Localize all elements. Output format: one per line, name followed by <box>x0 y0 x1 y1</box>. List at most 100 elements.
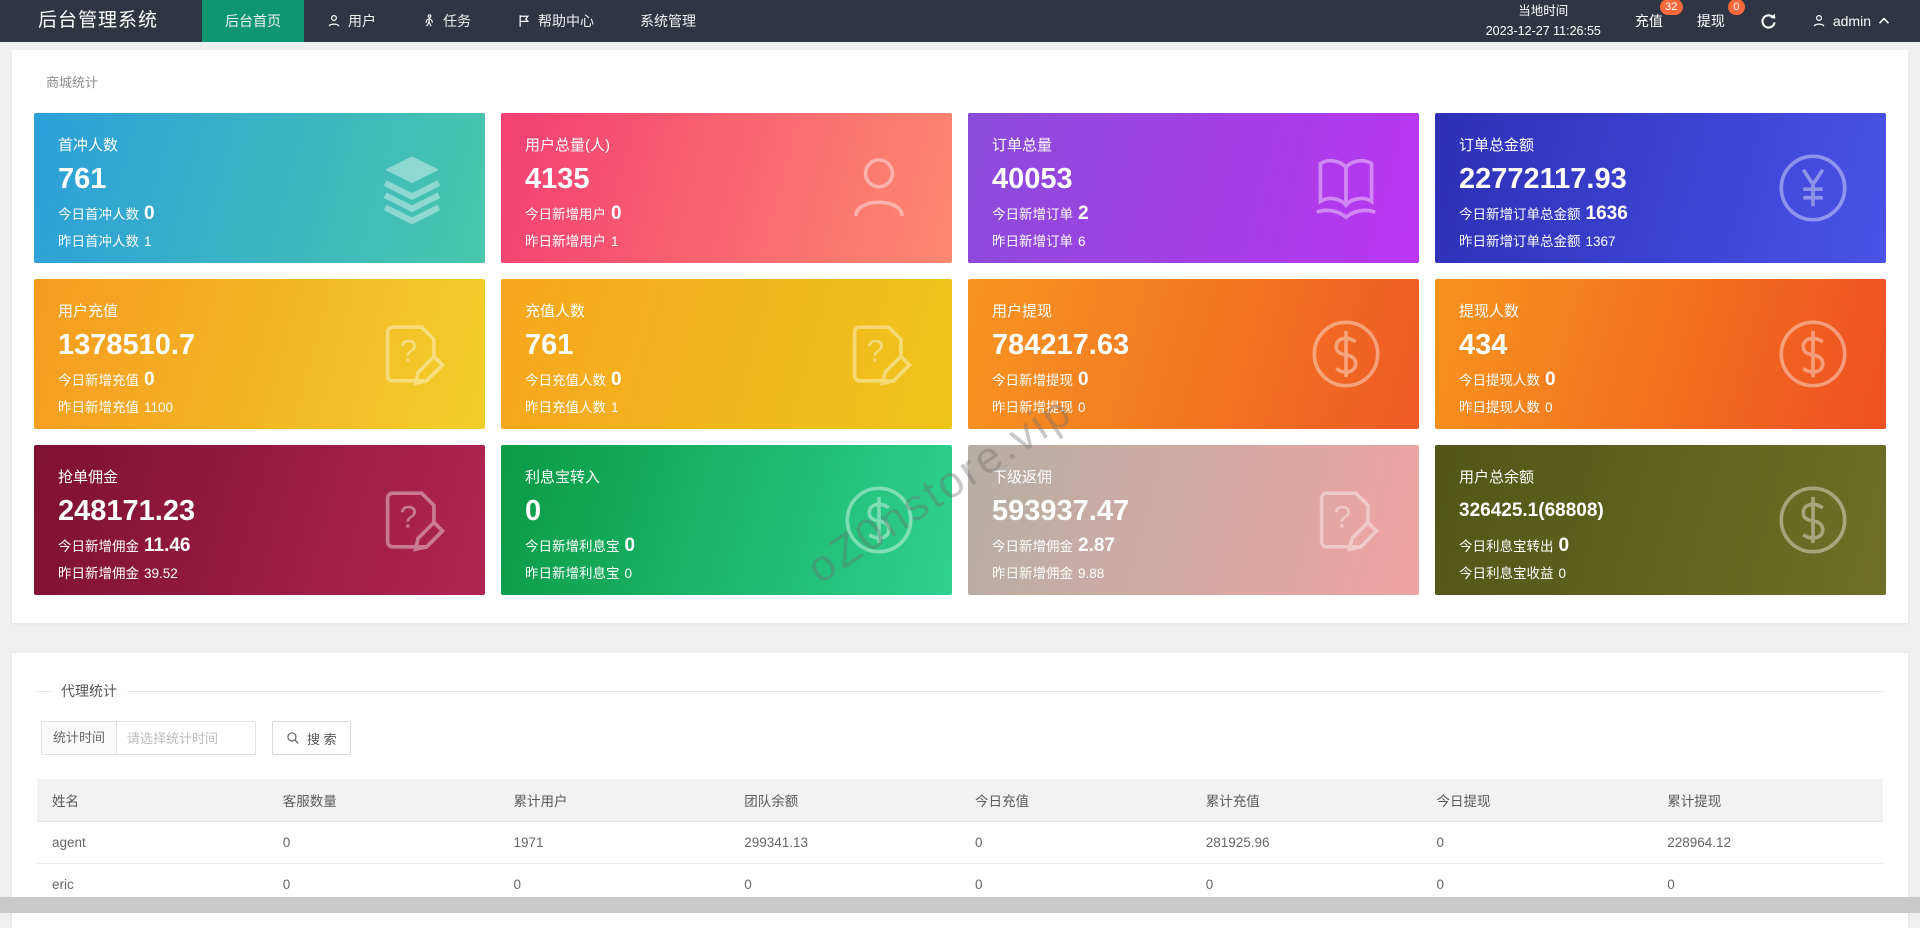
card-yesterday-line: 昨日新增用户 1 <box>525 230 928 250</box>
refresh-icon[interactable] <box>1759 12 1778 31</box>
nav-item-users[interactable]: 用户 <box>304 0 399 42</box>
table-row: agent 0 1971 299341.13 0 281925.96 0 228964.12 <box>37 821 1883 864</box>
task-icon <box>422 14 436 28</box>
card-today-line: 今日新增利息宝 0 <box>525 535 928 557</box>
user-big-icon <box>840 149 918 227</box>
card-value: 761 <box>58 163 107 195</box>
today-value: 1636 <box>1585 203 1628 224</box>
withdraw-label: 提现 <box>1696 13 1725 29</box>
user-menu[interactable]: admin <box>1812 13 1890 29</box>
yesterday-label: 昨日新增充值 <box>58 400 139 415</box>
horizontal-scrollbar[interactable] <box>0 897 1920 913</box>
today-value: 2.87 <box>1078 535 1115 556</box>
svg-text:?: ? <box>1334 498 1352 534</box>
table-cell: 228964.12 <box>1652 821 1883 864</box>
card-title: 用户总余额 <box>1459 469 1535 486</box>
card-yesterday-line: 昨日新增利息宝 0 <box>525 562 928 582</box>
today-value: 11.46 <box>144 535 191 556</box>
card-title: 抢单佣金 <box>58 469 119 486</box>
yesterday-value: 1100 <box>144 400 174 415</box>
nav-item-label: 系统管理 <box>640 13 697 29</box>
card-today-line: 今日提现人数 0 <box>1459 369 1862 391</box>
flag-icon <box>517 14 531 28</box>
app-title: 后台管理系统 <box>38 10 159 31</box>
table-header-cell: 累计提现 <box>1652 779 1883 822</box>
today-label: 今日充值人数 <box>525 373 606 388</box>
card-today-line: 今日新增订单 2 <box>992 203 1395 225</box>
stat-card-withdraw-users: 提现人数 434 今日提现人数 0 昨日提现人数 0 <box>1435 279 1886 429</box>
today-label: 今日新增订单 <box>992 207 1073 222</box>
nav-item-home[interactable]: 后台首页 <box>202 0 305 42</box>
card-yesterday-line: 昨日首冲人数 1 <box>58 230 461 250</box>
table-header-cell: 累计用户 <box>498 779 730 822</box>
card-title: 订单总金额 <box>1459 137 1535 154</box>
yesterday-label: 昨日首冲人数 <box>58 234 139 249</box>
table-cell: 299341.13 <box>729 821 960 864</box>
yesterday-value: 1367 <box>1585 234 1616 249</box>
card-value: 40053 <box>992 163 1073 195</box>
card-value: 4135 <box>525 163 590 195</box>
search-icon <box>286 731 300 745</box>
today-value: 0 <box>144 203 155 224</box>
local-time-value: 2023-12-27 11:26:55 <box>1485 24 1601 38</box>
card-today-line: 今日首冲人数 0 <box>58 203 461 225</box>
table-cell: 0 <box>960 821 1191 864</box>
table-header-cell: 今日提现 <box>1421 779 1653 822</box>
stat-card-order-commission: 抢单佣金 248171.23 今日新增佣金 11.46 昨日新增佣金 39.52? <box>34 445 485 595</box>
card-value: 22772117.93 <box>1459 163 1627 195</box>
yesterday-value: 9.88 <box>1078 566 1105 581</box>
stat-card-recharge-users: 充值人数 761 今日充值人数 0 昨日充值人数 1? <box>501 279 952 429</box>
stat-card-user-total-balance: 用户总余额 326425.1(68808) 今日利息宝转出 0 今日利息宝收益 0 <box>1435 445 1886 595</box>
yesterday-value: 0 <box>624 566 633 581</box>
nav-item-help[interactable]: 帮助中心 <box>494 0 617 42</box>
agent-table: 姓名 客服数量 累计用户 团队余额 今日充值 累计充值 今日提现 累计提现 agent 0 197… <box>37 779 1883 906</box>
dollar-circle-icon <box>840 481 918 559</box>
card-today-line: 今日新增用户 0 <box>525 203 928 225</box>
card-today-line: 今日新增充值 0 <box>58 369 461 391</box>
card-value: 326425.1(68808) <box>1459 500 1604 521</box>
stat-time-label: 统计时间 <box>41 721 117 755</box>
search-button[interactable]: 搜 索 <box>272 721 351 755</box>
card-title: 订单总量 <box>992 137 1053 154</box>
card-yesterday-line: 昨日提现人数 0 <box>1459 396 1862 416</box>
card-yesterday-line: 昨日新增订单总金额 1367 <box>1459 230 1862 250</box>
withdraw-button[interactable]: 提现 0 <box>1696 0 1745 31</box>
nav-item-system[interactable]: 系统管理 <box>617 0 719 42</box>
stat-time-input[interactable] <box>116 721 257 755</box>
agent-table-head: 姓名 客服数量 累计用户 团队余额 今日充值 累计充值 今日提现 累计提现 <box>37 779 1883 822</box>
card-today-line: 今日新增提现 0 <box>992 369 1395 391</box>
svg-text:?: ? <box>400 332 418 368</box>
yesterday-label: 昨日新增佣金 <box>58 566 139 581</box>
today-label: 今日新增订单总金额 <box>1459 207 1581 222</box>
yesterday-label: 昨日新增订单 <box>992 234 1073 249</box>
yesterday-label: 昨日充值人数 <box>525 400 606 415</box>
yesterday-value: 6 <box>1078 234 1086 249</box>
card-value: 761 <box>525 329 574 361</box>
search-button-label: 搜 索 <box>307 731 337 747</box>
note-edit-icon: ? <box>373 315 451 393</box>
card-title: 用户提现 <box>992 303 1053 320</box>
layers-icon <box>373 149 451 227</box>
mall-stats-panel: 商城统计 首冲人数 761 今日首冲人数 0 昨日首冲人数 1 用户总量(人) 4135 今日新… <box>12 50 1908 623</box>
yesterday-label: 昨日新增用户 <box>525 234 606 249</box>
navbar-right: 当地时间 2023-12-27 11:26:55 充值 32 提现 0 admi… <box>1486 0 1920 42</box>
local-time-label: 当地时间 <box>1518 4 1569 18</box>
today-label: 今日利息宝转出 <box>1459 539 1554 554</box>
today-label: 今日新增佣金 <box>58 539 139 554</box>
today-value: 0 <box>611 369 622 390</box>
stat-card-total-orders: 订单总量 40053 今日新增订单 2 昨日新增订单 6 <box>968 113 1419 263</box>
nav-item-label: 帮助中心 <box>538 13 595 29</box>
recharge-badge: 32 <box>1659 0 1683 15</box>
today-value: 0 <box>624 535 636 556</box>
stat-card-total-order-amount: 订单总金额 22772117.93 今日新增订单总金额 1636 昨日新增订单总金额 13… <box>1435 113 1886 263</box>
dollar-circle-icon <box>1307 315 1385 393</box>
card-title: 利息宝转入 <box>525 469 601 486</box>
nav-item-tasks[interactable]: 任务 <box>399 0 494 42</box>
agent-stats-fieldset: 代理统计 <box>37 681 1883 701</box>
stat-card-first-charge-users: 首冲人数 761 今日首冲人数 0 昨日首冲人数 1 <box>34 113 485 263</box>
card-today-line: 今日新增佣金 2.87 <box>992 535 1395 557</box>
recharge-button[interactable]: 充值 32 <box>1635 0 1683 31</box>
yesterday-value: 1 <box>611 400 619 415</box>
card-value: 0 <box>525 495 542 527</box>
